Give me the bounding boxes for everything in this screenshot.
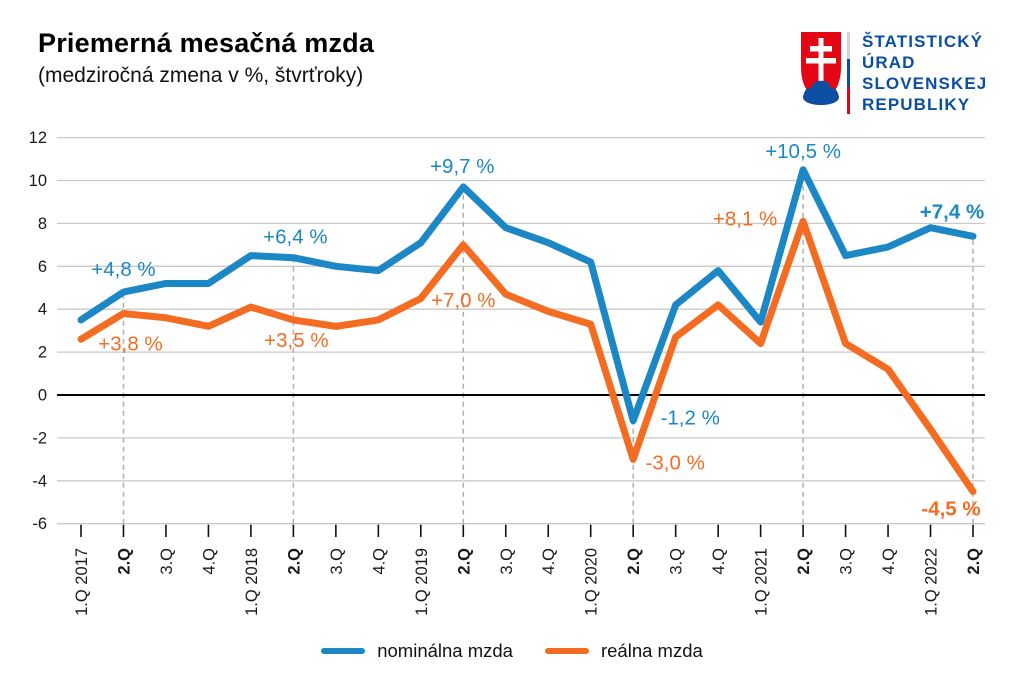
- legend-label-real: reálna mzda: [600, 640, 703, 661]
- data-label: -3,0 %: [646, 451, 705, 474]
- y-axis-label: 8: [38, 215, 47, 233]
- page-subtitle: (medziročná zmena v %, štvrťroky): [38, 64, 364, 87]
- x-axis-label: 2.Q: [455, 548, 473, 575]
- legend-swatch-real: [544, 647, 589, 655]
- cross-lower-bar: [806, 58, 836, 64]
- logo-divider-segment: [847, 32, 850, 60]
- data-label: +6,4 %: [263, 226, 327, 249]
- x-axis-label: 3.Q: [328, 548, 346, 575]
- x-axis-label: 2.Q: [795, 548, 813, 575]
- cross-upper-bar: [810, 46, 832, 52]
- logo-line-4: REPUBLIKY: [862, 95, 971, 114]
- shield-hills: [803, 80, 839, 105]
- x-axis-label: 4.Q: [540, 548, 558, 575]
- data-label: -4,5 %: [921, 498, 980, 521]
- page-title: Priemerná mesačná mzda: [38, 28, 375, 58]
- x-axis-label: 3.Q: [668, 548, 686, 575]
- y-axis-label: 6: [38, 258, 47, 276]
- data-label: +10,5 %: [765, 140, 841, 163]
- y-axis-label: -4: [32, 472, 47, 490]
- x-axis-label: 1.Q 2022: [923, 548, 941, 616]
- data-label: +9,7 %: [430, 155, 494, 178]
- logo-wordmark: ŠTATISTICKÝ ÚRAD SLOVENSKEJ REPUBLIKY: [862, 31, 987, 115]
- y-axis-label: 4: [38, 301, 47, 319]
- logo-divider-segment: [847, 86, 850, 114]
- data-label: +4,8 %: [91, 258, 155, 281]
- legend-swatch-nominal: [321, 647, 366, 655]
- x-axis-label: 3.Q: [838, 548, 856, 575]
- data-label: +3,5 %: [264, 329, 328, 352]
- y-axis-label: 0: [38, 387, 47, 405]
- y-axis-label: 10: [29, 172, 47, 190]
- x-axis-label: 1.Q 2021: [753, 548, 771, 616]
- chart-legend: nominálna mzda reálna mzda: [0, 640, 1024, 662]
- x-axis-label: 2.Q: [115, 548, 133, 575]
- x-axis-label: 3.Q: [498, 548, 516, 575]
- x-axis-label: 4.Q: [200, 548, 218, 575]
- series-line-nominalna-mzda: [77, 166, 977, 425]
- chart-header: Priemerná mesačná mzda (medziročná zmena…: [38, 28, 374, 88]
- line-chart: -6 -4 -2 0 2 4 6 8 10 12 1.Q 2017 2.Q 3.Q 4.Q 1.Q 2018…: [29, 129, 985, 616]
- y-axis-label: 12: [29, 129, 47, 147]
- legend-item-real: reálna mzda: [544, 640, 703, 662]
- y-axis-label: -2: [32, 429, 47, 447]
- x-axis-label: 1.Q 2018: [243, 548, 261, 616]
- susr-logo: ŠTATISTICKÝ ÚRAD SLOVENSKEJ REPUBLIKY: [799, 31, 987, 115]
- x-axis-label: 4.Q: [370, 548, 388, 575]
- data-label: +7,0 %: [431, 289, 495, 312]
- x-axis-label: 1.Q 2020: [583, 548, 601, 616]
- x-axis-label: 1.Q 2019: [413, 548, 431, 616]
- x-axis-label: 3.Q: [158, 548, 176, 575]
- logo-line-1: ŠTATISTICKÝ: [862, 32, 984, 51]
- x-axis-label: 1.Q 2017: [73, 548, 91, 616]
- logo-line-3: SLOVENSKEJ: [862, 74, 988, 93]
- data-label: +7,4 %: [920, 200, 984, 223]
- logo-line-2: ÚRAD: [862, 53, 916, 72]
- slovak-coat-of-arms-icon: [801, 32, 841, 105]
- y-axis-label: 2: [38, 344, 47, 362]
- x-axis-label: 2.Q: [965, 548, 983, 575]
- y-axis-label: -6: [32, 515, 47, 533]
- data-label: -1,2 %: [661, 407, 720, 430]
- data-label: +8,1 %: [713, 207, 777, 230]
- x-axis-label: 2.Q: [285, 548, 303, 575]
- x-axis-label: 2.Q: [625, 548, 643, 575]
- series-line-realna-mzda: [77, 217, 977, 496]
- legend-item-nominal: nominálna mzda: [321, 640, 513, 662]
- logo-divider-segment: [847, 59, 850, 87]
- x-axis-label: 4.Q: [710, 548, 728, 575]
- data-label: +3,8 %: [98, 332, 162, 355]
- legend-label-nominal: nominálna mzda: [377, 640, 513, 661]
- x-axis-label: 4.Q: [880, 548, 898, 575]
- logo-divider: [847, 32, 850, 114]
